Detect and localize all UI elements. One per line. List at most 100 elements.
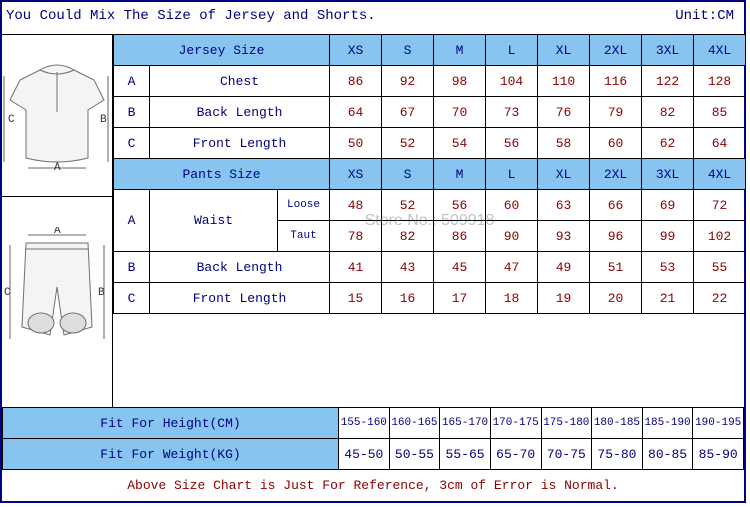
cell: 63	[538, 190, 590, 221]
fit-row: Fit For Weight(KG) 45-50 50-55 55-65 65-…	[3, 439, 744, 470]
cell: 92	[382, 66, 434, 97]
cell: 86	[434, 221, 486, 252]
cell: 16	[382, 283, 434, 314]
cell: 50	[330, 128, 382, 159]
size-col: 3XL	[642, 159, 694, 190]
cell: 116	[590, 66, 642, 97]
cell: 47	[486, 252, 538, 283]
cell: 20	[590, 283, 642, 314]
table-row: A Waist Loose 48 52 56 60 63 66 69 72	[114, 190, 746, 221]
diagram-column: C B A	[2, 34, 113, 407]
cell: 155-160	[339, 408, 390, 439]
cell: 96	[590, 221, 642, 252]
size-col: 4XL	[694, 159, 746, 190]
waist-sub: Loose	[278, 190, 330, 221]
cell: 102	[694, 221, 746, 252]
jersey-diagram: C B A	[2, 35, 112, 197]
cell: 122	[642, 66, 694, 97]
size-col: L	[486, 159, 538, 190]
cell: 90	[486, 221, 538, 252]
row-letter: A	[114, 190, 150, 252]
svg-text:A: A	[54, 227, 61, 237]
size-col: 4XL	[694, 35, 746, 66]
size-col: 2XL	[590, 159, 642, 190]
size-col: XS	[330, 35, 382, 66]
cell: 66	[590, 190, 642, 221]
cell: 17	[434, 283, 486, 314]
cell: 104	[486, 66, 538, 97]
header-title: You Could Mix The Size of Jersey and Sho…	[6, 8, 376, 24]
row-label: Front Length	[150, 128, 330, 159]
row-letter: A	[114, 66, 150, 97]
cell: 99	[642, 221, 694, 252]
jersey-svg: C B A	[2, 58, 112, 173]
row-label: Back Length	[150, 252, 330, 283]
size-col: 3XL	[642, 35, 694, 66]
row-label: Front Length	[150, 283, 330, 314]
cell: 75-80	[592, 439, 643, 470]
cell: 48	[330, 190, 382, 221]
table-wrap: Store No.: 509918 Jersey Size XS S M L X…	[113, 34, 746, 407]
cell: 45-50	[339, 439, 390, 470]
cell: 72	[694, 190, 746, 221]
row-letter: B	[114, 252, 150, 283]
cell: 70-75	[541, 439, 592, 470]
row-letter: C	[114, 283, 150, 314]
cell: 55	[694, 252, 746, 283]
cell: 190-195	[693, 408, 744, 439]
cell: 22	[694, 283, 746, 314]
cell: 86	[330, 66, 382, 97]
jersey-header-row: Jersey Size XS S M L XL 2XL 3XL 4XL	[114, 35, 746, 66]
cell: 62	[642, 128, 694, 159]
row-letter: C	[114, 128, 150, 159]
svg-text:C: C	[4, 287, 11, 299]
cell: 70	[434, 97, 486, 128]
cell: 67	[382, 97, 434, 128]
cell: 60	[590, 128, 642, 159]
cell: 21	[642, 283, 694, 314]
size-table: Jersey Size XS S M L XL 2XL 3XL 4XL A Ch…	[113, 34, 746, 314]
table-row: B Back Length 64 67 70 73 76 79 82 85	[114, 97, 746, 128]
shorts-svg: A B C	[2, 227, 112, 377]
cell: 60	[486, 190, 538, 221]
cell: 180-185	[592, 408, 643, 439]
cell: 52	[382, 190, 434, 221]
row-label: Back Length	[150, 97, 330, 128]
cell: 69	[642, 190, 694, 221]
row-label: Waist	[150, 190, 278, 252]
cell: 45	[434, 252, 486, 283]
row-label: Chest	[150, 66, 330, 97]
cell: 52	[382, 128, 434, 159]
header-unit: Unit:CM	[675, 8, 734, 24]
cell: 50-55	[389, 439, 440, 470]
cell: 55-65	[440, 439, 491, 470]
size-col: XS	[330, 159, 382, 190]
cell: 170-175	[490, 408, 541, 439]
cell: 18	[486, 283, 538, 314]
svg-text:C: C	[8, 114, 15, 126]
cell: 76	[538, 97, 590, 128]
size-col: M	[434, 35, 486, 66]
shorts-diagram: A B C	[2, 197, 112, 407]
cell: 78	[330, 221, 382, 252]
table-row: A Chest 86 92 98 104 110 116 122 128	[114, 66, 746, 97]
size-col: S	[382, 35, 434, 66]
size-col: L	[486, 35, 538, 66]
cell: 19	[538, 283, 590, 314]
cell: 15	[330, 283, 382, 314]
table-row: C Front Length 15 16 17 18 19 20 21 22	[114, 283, 746, 314]
table-row: C Front Length 50 52 54 56 58 60 62 64	[114, 128, 746, 159]
fit-label: Fit For Height(CM)	[3, 408, 339, 439]
size-col: S	[382, 159, 434, 190]
cell: 160-165	[389, 408, 440, 439]
content-row: C B A	[2, 34, 744, 407]
cell: 53	[642, 252, 694, 283]
cell: 54	[434, 128, 486, 159]
size-col: XL	[538, 159, 590, 190]
cell: 58	[538, 128, 590, 159]
cell: 49	[538, 252, 590, 283]
cell: 85-90	[693, 439, 744, 470]
jersey-title: Jersey Size	[114, 35, 330, 66]
cell: 110	[538, 66, 590, 97]
cell: 73	[486, 97, 538, 128]
